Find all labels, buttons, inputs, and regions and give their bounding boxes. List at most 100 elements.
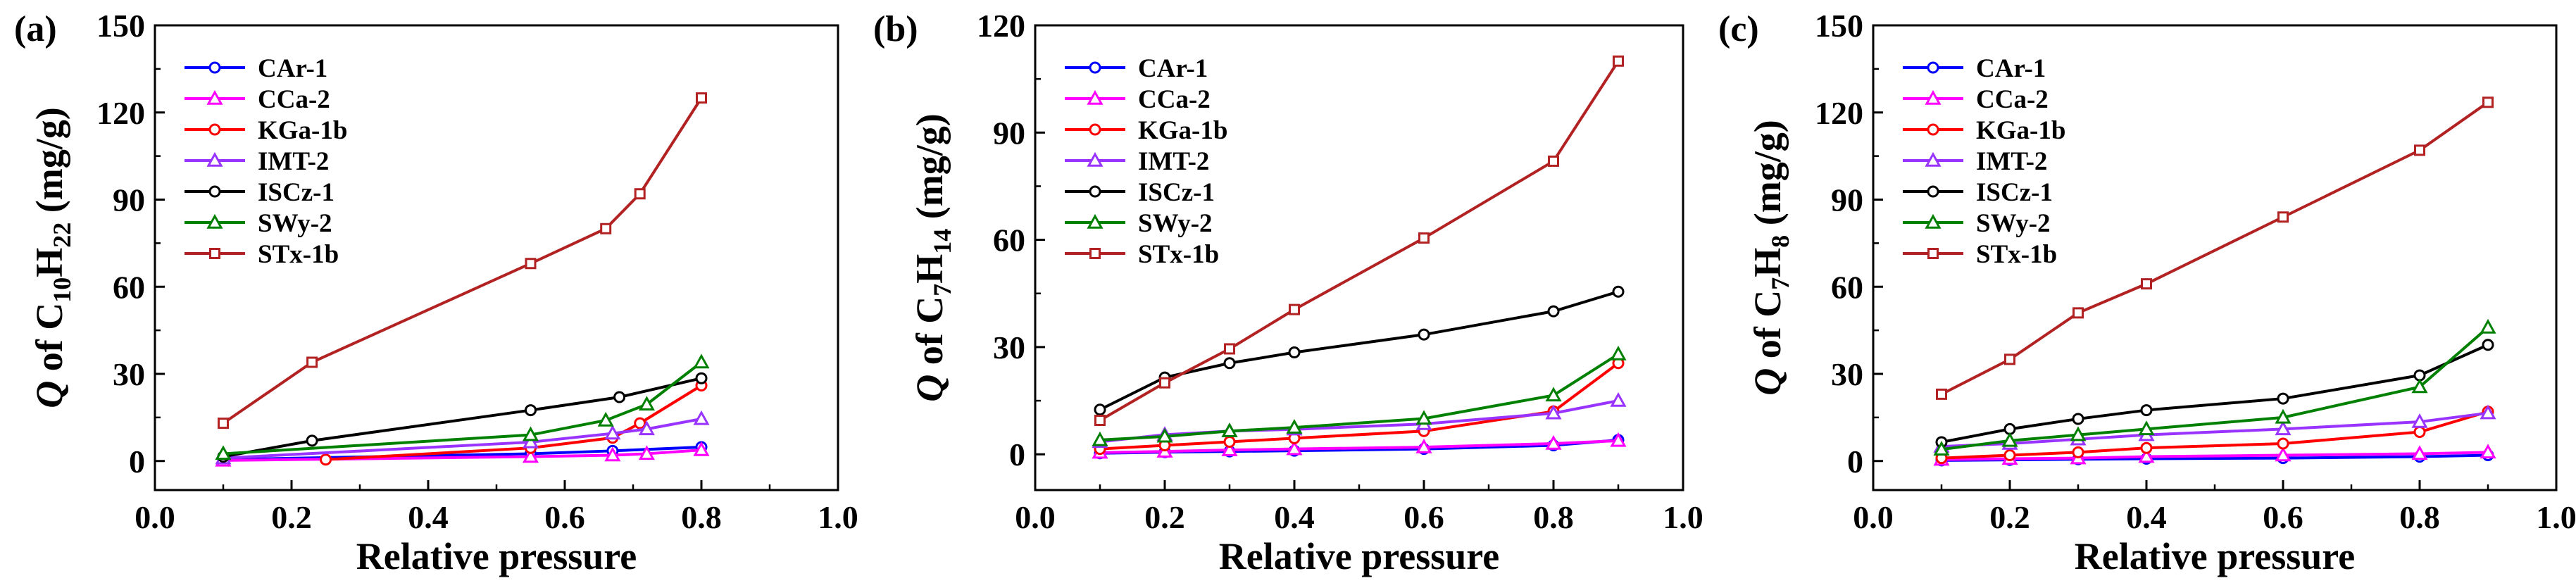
data-point [208,61,221,74]
legend-item: KGa-1b [1065,116,1227,145]
y-tick-label: 150 [96,8,145,44]
data-point [215,445,232,460]
panel-label: (c) [1718,9,1759,49]
y-axis-label: Q of C7H14 (mg/g) [908,113,956,401]
data-point [1418,232,1430,244]
y-tick-label: 90 [1831,182,1863,218]
legend-item: CCa-2 [185,85,330,114]
x-tick-label: 0.8 [681,499,722,535]
y-axis-label-part: of C [908,296,951,375]
data-point [1094,415,1106,426]
data-point [638,420,655,436]
data-point [1092,431,1108,446]
data-point [522,433,539,449]
legend-label: ISCz-1 [1138,178,1215,207]
data-point [1089,185,1101,198]
legend-item: STx-1b [1065,240,1219,269]
data-point [2411,378,2428,394]
y-axis-label-part: Q [908,375,951,402]
data-point [1223,357,1236,370]
series-stx-1b [1094,55,1624,426]
data-point [1418,328,1430,341]
x-tick-label: 1.0 [1663,499,1703,535]
y-tick-label: 90 [993,115,1025,151]
y-axis-label-part: 7 [928,284,956,296]
x-axis-label: Relative pressure [1219,535,1499,577]
x-tick-label: 1.0 [2536,499,2576,535]
x-tick-label: 0.0 [135,499,175,535]
legend-label: IMT-2 [258,147,329,176]
y-tick-label: 120 [977,8,1025,44]
y-axis-label: Q of C7H8 (mg/g) [1746,120,1794,395]
data-point [2275,446,2291,462]
legend-label: CAr-1 [1976,54,2046,83]
data-point [1087,151,1103,167]
data-point [2482,339,2494,351]
data-point [2072,446,2084,458]
y-axis-label-part: of C [28,303,70,381]
x-tick-label: 1.0 [818,499,858,535]
legend-label: KGa-1b [1138,116,1227,145]
data-point [2414,144,2425,156]
legend-label: STx-1b [1976,240,2057,269]
data-point [2480,444,2496,459]
data-point [306,356,318,368]
data-point [693,410,710,425]
x-tick-label: 0.6 [544,499,585,535]
x-tick-label: 0.8 [2399,499,2440,535]
data-point [306,434,318,447]
x-tick-label: 0.2 [1144,499,1185,535]
data-point [2003,449,2016,461]
y-tick-label: 30 [113,356,145,392]
chart-panel-3: (c) 0.0 0.2 0.4 0.6 0.8 1.0 0 30 60 90 120 150 Relati… [1718,8,2576,577]
data-point [1089,61,1101,74]
y-axis-label-part: H [908,254,951,284]
data-point [604,425,621,440]
data-point [1156,427,1173,443]
y-axis-label-part: H [1746,248,1789,277]
data-point [634,417,646,430]
series-line [1941,343,2489,444]
legend-item: IMT-2 [1903,147,2047,176]
y-axis-label-part: Q [1746,368,1789,396]
legend-label: STx-1b [1138,240,1219,269]
y-tick-label: 150 [1815,8,1863,44]
data-point [2275,420,2291,436]
data-point [1087,89,1103,105]
data-point [2480,318,2496,334]
series-iscz-1 [1094,285,1625,416]
data-point [2277,211,2289,223]
data-point [206,151,223,167]
data-point [1925,151,1942,167]
data-point [638,396,655,411]
data-point [597,411,614,427]
data-point [1159,377,1170,389]
series-swy-2 [1092,345,1627,446]
data-point [1610,345,1627,361]
data-point [2277,392,2289,405]
y-tick-label: 120 [1815,95,1863,131]
data-point [1925,89,1942,105]
data-point [693,441,710,456]
data-point [1289,303,1300,315]
data-point [525,258,537,270]
series-swy-2 [215,353,710,460]
data-point [2411,445,2428,460]
data-point [1221,422,1238,437]
data-point [2413,426,2426,438]
data-point [320,453,332,466]
data-point [1613,55,1624,67]
series-iscz-1 [1935,339,2494,449]
data-point [1286,440,1303,456]
legend-item: IMT-2 [1065,147,1209,176]
legend-item: CCa-2 [1065,85,1211,114]
data-point [206,213,223,229]
x-tick-label: 0.0 [1853,499,1894,535]
series-imt-2 [1092,391,1627,449]
y-axis-label-part: 22 [48,222,76,248]
y-tick-label: 30 [993,330,1025,365]
x-tick-label: 0.4 [408,499,449,535]
